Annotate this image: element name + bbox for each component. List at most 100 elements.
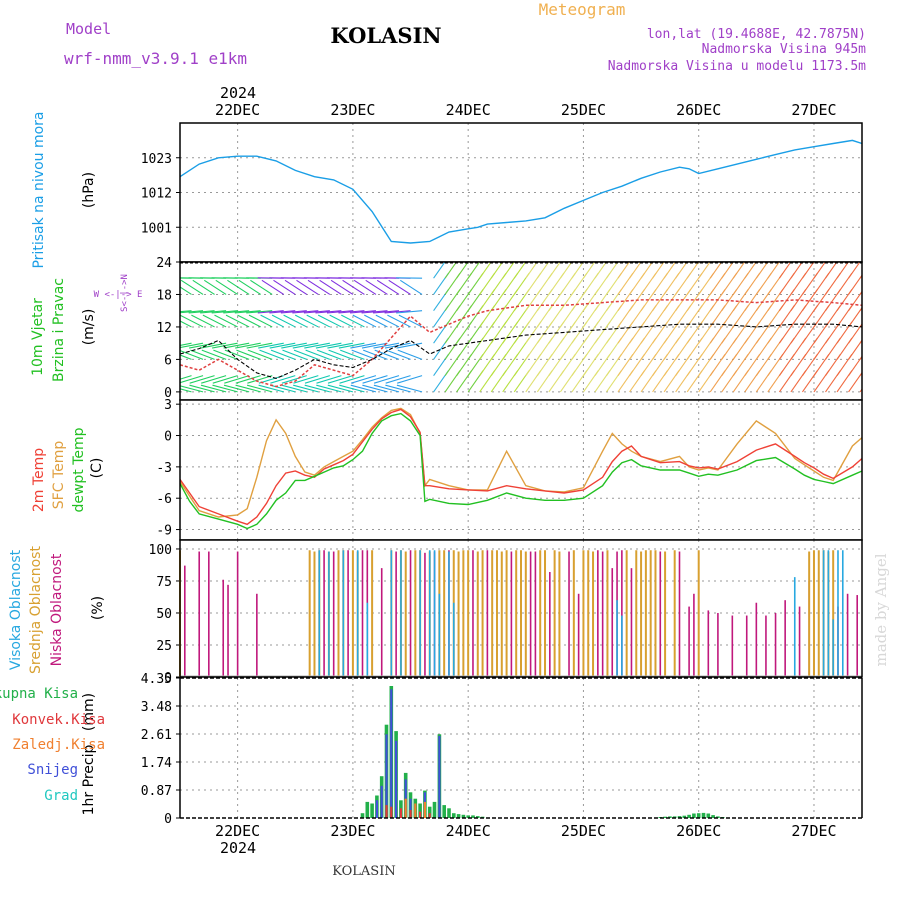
precip-ylabel: 1hr Precip <box>81 745 97 816</box>
legend-grad: Grad <box>44 788 78 804</box>
model-label: Model <box>66 20 111 38</box>
wind-arrow <box>292 310 319 314</box>
wind-ylabel-2: Brzina i Pravac <box>51 278 67 382</box>
wind-arrow <box>304 342 330 349</box>
wind-arrow <box>317 314 342 328</box>
wind-arrow <box>444 262 458 279</box>
wind-arrow <box>246 384 273 393</box>
wind-arrow <box>180 314 204 328</box>
total-rain-bar <box>466 815 470 818</box>
wind-arrow <box>652 262 665 279</box>
wind-arrow <box>582 262 596 279</box>
wind-arrow <box>246 310 273 314</box>
wind-arrow <box>215 279 238 295</box>
wind-arrow <box>755 262 769 279</box>
panel-background <box>180 678 862 818</box>
wind-arrow <box>373 342 400 349</box>
total-rain-bar <box>696 813 701 818</box>
wind-arrow <box>293 375 319 384</box>
wind-arrow <box>373 384 400 393</box>
y-tick-label: 4.35 <box>141 672 172 687</box>
wind-arrow <box>235 375 261 384</box>
convective-rain-bars <box>385 805 431 818</box>
day-label-bottom: 26DEC <box>676 822 721 840</box>
wind-arrow <box>227 279 250 295</box>
wind-arrow <box>326 310 353 314</box>
wind-gust-line <box>179 299 863 388</box>
day-label-bottom: 25DEC <box>561 822 606 840</box>
precipitation-panel: 0 0.87 1.74 2.61 3.48 4.35 <box>141 672 863 827</box>
wind-arrow <box>180 279 204 295</box>
high-cloud-bars <box>318 550 844 677</box>
header: Model wrf-nmm_v3.9.1 e1km KOLASIN Meteog… <box>64 0 890 879</box>
elevation-text: Nadmorska Visina 945m <box>702 42 867 57</box>
pressure-line <box>179 139 863 244</box>
y-tick-label: 100 <box>149 543 172 558</box>
legend-ukupna-kisa: Ukupna Kisa <box>0 686 78 702</box>
wind-arrow <box>211 310 238 314</box>
wind-arrow <box>433 262 446 279</box>
wind-arrow <box>306 314 331 328</box>
wind-mean-line <box>179 323 863 379</box>
wind-arrow <box>350 310 377 314</box>
wind-arrow <box>388 279 411 295</box>
wind-arrow <box>361 342 388 349</box>
wind-arrow <box>536 262 550 279</box>
wind-arrow <box>373 310 400 314</box>
wind-arrow <box>396 384 423 393</box>
y-tick-labels: 0 0.87 1.74 2.61 3.48 4.35 <box>141 672 180 827</box>
wind-arrow <box>350 384 377 393</box>
legend-konvek-kisa: Konvek.Kisa <box>12 712 105 728</box>
total-rain-bar <box>706 813 711 818</box>
wind-arrow <box>261 279 285 295</box>
wind-arrow <box>204 279 227 295</box>
wind-arrow <box>180 342 204 349</box>
wind-arrow <box>307 279 331 295</box>
wind-arrow <box>247 349 273 360</box>
cloud-ylabel-low: Niska Oblacnost <box>49 553 65 666</box>
y-tick-label: 3.48 <box>141 700 172 715</box>
pressure-panel: 1001 1012 1023 <box>141 122 863 263</box>
station-title: KOLASIN <box>330 23 441 48</box>
panel-background <box>180 123 862 262</box>
wind-arrow <box>338 342 365 349</box>
wind-arrow <box>180 310 204 314</box>
wind-arrow <box>617 262 631 279</box>
wind-arrow <box>235 342 261 349</box>
y-tick-label: -6 <box>156 492 172 507</box>
wind-arrow <box>284 279 308 295</box>
wind-arrow <box>180 388 192 393</box>
x-axis-day-labels-bottom: 22DEC 23DEC 24DEC 25DEC 26DEC 27DEC <box>215 822 836 840</box>
wind-arrow <box>456 262 469 279</box>
wind-arrow <box>293 384 319 393</box>
wind-arrow <box>399 279 423 295</box>
snow-bar <box>375 800 378 818</box>
y-tick-label: -9 <box>156 524 172 539</box>
year-top: 2024 <box>220 84 256 102</box>
wind-arrow <box>525 262 538 279</box>
cloud-ylabel-unit: (%) <box>90 596 106 620</box>
wind-arrow <box>778 262 792 279</box>
day-label-top: 23DEC <box>330 101 375 119</box>
wind-arrow <box>273 279 296 295</box>
total-rain-bar <box>360 813 365 818</box>
wind-arrow <box>270 375 296 384</box>
watermark: made by Angel <box>872 553 890 666</box>
wind-arrow <box>513 262 527 279</box>
wind-arrow <box>467 262 481 279</box>
coords-text: lon,lat (19.4688E, 42.7875N) <box>647 27 866 42</box>
wind-arrow <box>214 314 238 328</box>
wind-arrow <box>663 262 677 279</box>
wind-arrow <box>397 349 423 360</box>
total-rain-bar <box>716 816 720 818</box>
wind-arrow <box>201 375 227 384</box>
wind-arrow <box>180 349 204 360</box>
wind-direction-legend-v: S<-|->N <box>120 274 130 312</box>
wind-arrow <box>316 384 342 393</box>
total-rain-bar <box>663 816 667 818</box>
wind-arrow <box>790 262 803 279</box>
convective-rain-bar <box>428 813 431 818</box>
snow-bar <box>390 689 393 818</box>
convective-rain-bar <box>409 810 412 818</box>
wind-arrow <box>293 349 319 360</box>
